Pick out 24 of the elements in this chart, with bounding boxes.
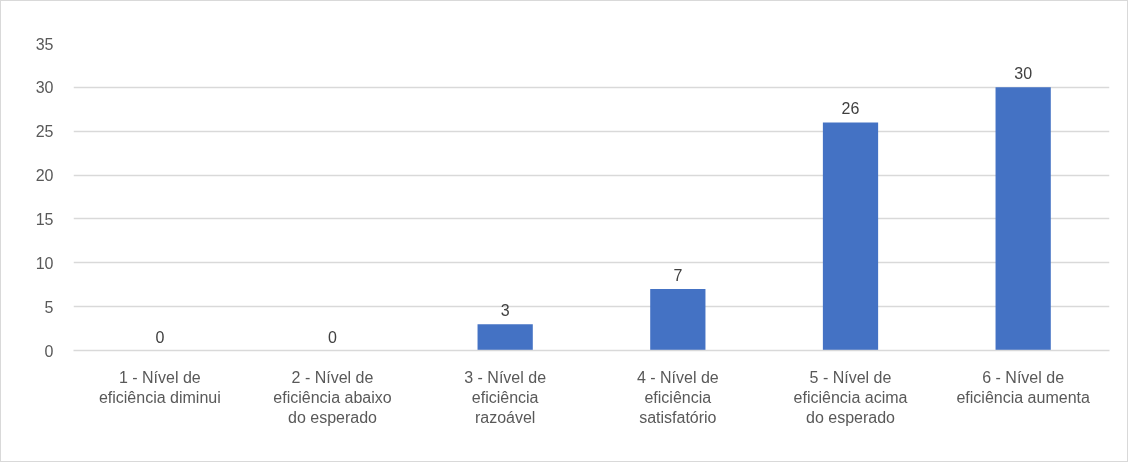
y-tick-label: 25 <box>35 123 54 141</box>
data-label: 0 <box>328 328 338 346</box>
bar <box>477 324 533 351</box>
bar <box>995 87 1051 351</box>
bar <box>650 289 706 351</box>
y-tick-label: 10 <box>35 254 54 272</box>
bar <box>822 122 879 351</box>
x-tick-label: 3 - Nível de eficiência razoável <box>464 368 547 427</box>
x-tick-label: 6 - Nível de eficiência aumenta <box>956 368 1090 406</box>
x-tick-label: 1 - Nível de eficiência diminui <box>98 368 221 406</box>
data-label: 3 <box>500 302 510 320</box>
data-label: 0 <box>155 328 165 346</box>
x-tick-label: 5 - Nível de eficiência acima do esperado <box>793 368 908 427</box>
x-tick-label: 4 - Nível de eficiência satisfatório <box>636 368 719 427</box>
y-tick-label: 0 <box>44 342 54 360</box>
data-label: 26 <box>841 100 860 118</box>
y-tick-label: 20 <box>35 167 54 185</box>
data-label: 7 <box>673 267 683 285</box>
y-tick-label: 5 <box>44 298 54 316</box>
y-tick-label: 30 <box>35 79 54 97</box>
x-tick-label: 2 - Nível de eficiência abaixo do esperado <box>273 368 392 427</box>
y-tick-label: 35 <box>35 35 54 53</box>
y-tick-label: 15 <box>35 210 54 228</box>
data-label: 30 <box>1014 65 1033 83</box>
